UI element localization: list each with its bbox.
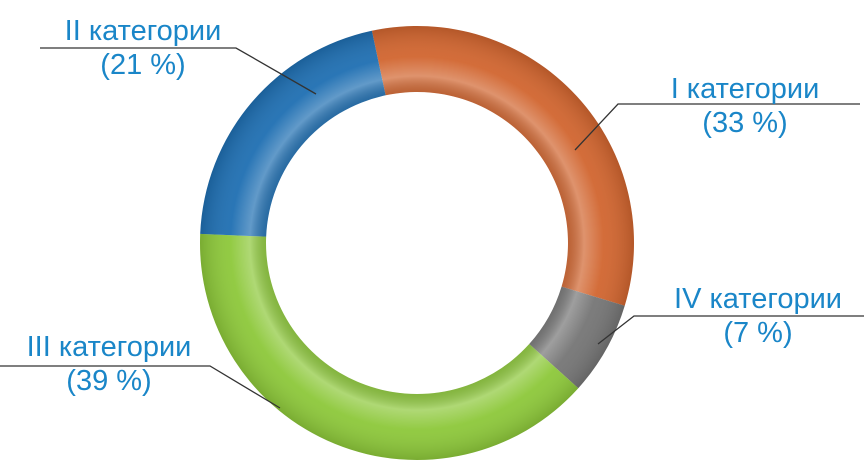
leader-line-category-ii bbox=[40, 47, 317, 95]
leader-line-category-iv bbox=[597, 315, 864, 345]
label-category-ii-name: II категории bbox=[64, 15, 222, 47]
leader-line-category-i bbox=[574, 103, 860, 151]
label-category-i-name: I категории bbox=[670, 73, 820, 105]
label-category-i-pct: (33 %) bbox=[702, 107, 788, 139]
donut-shading bbox=[200, 26, 634, 460]
label-category-ii: II категории (21 %) bbox=[40, 14, 246, 82]
label-category-iii-name: III категории bbox=[26, 331, 192, 363]
label-category-iv-pct: (7 %) bbox=[723, 317, 793, 349]
label-category-ii-pct: (21 %) bbox=[100, 49, 186, 81]
label-category-iv: IV категории (7 %) bbox=[655, 282, 861, 350]
label-category-i: I категории (33 %) bbox=[640, 72, 850, 140]
label-category-iii: III категории (39 %) bbox=[4, 330, 214, 398]
label-category-iv-name: IV категории bbox=[674, 283, 842, 315]
leader-line-category-iii bbox=[0, 365, 281, 409]
label-category-iii-pct: (39 %) bbox=[66, 365, 152, 397]
leader-lines bbox=[0, 47, 864, 409]
